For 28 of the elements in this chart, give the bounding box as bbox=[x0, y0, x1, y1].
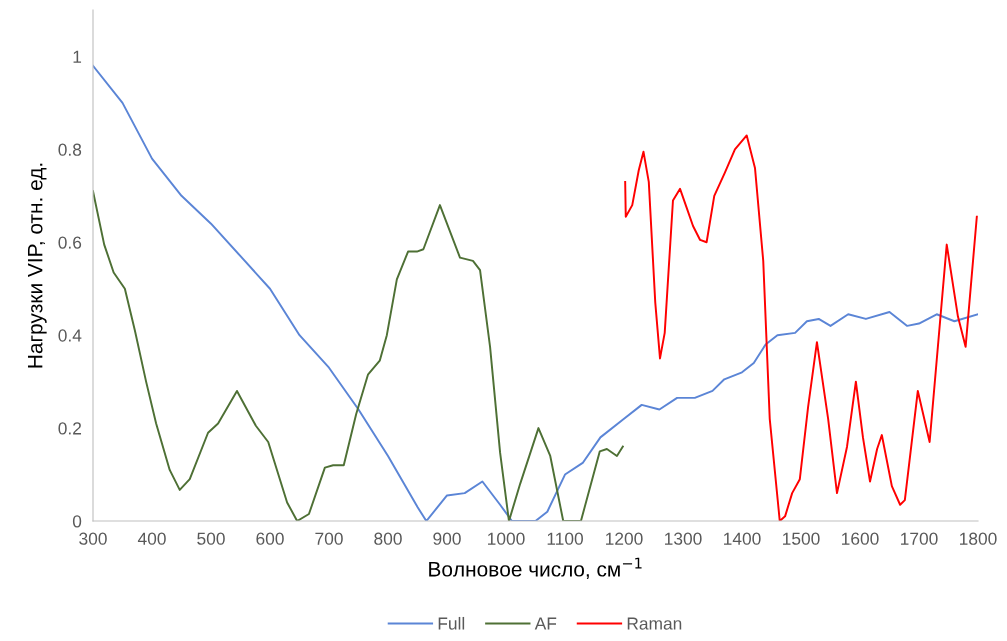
legend-label: Raman bbox=[627, 617, 682, 630]
legend-label: AF bbox=[534, 617, 557, 630]
x-tick-label: 1700 bbox=[901, 532, 938, 545]
x-tick-label: 300 bbox=[79, 532, 107, 545]
x-tick-label: 700 bbox=[315, 532, 343, 545]
y-tick-label: 0.8 bbox=[58, 143, 82, 156]
x-tick-label: 1100 bbox=[547, 532, 583, 545]
x-tick-label: 900 bbox=[433, 532, 461, 545]
x-tick-label: 1400 bbox=[724, 532, 761, 545]
y-tick-label: 0.4 bbox=[58, 329, 82, 342]
x-axis-title: Волновое число, см$^{−1}$ bbox=[429, 557, 642, 580]
x-tick-label: 1200 bbox=[606, 532, 643, 545]
y-tick-label: 0.6 bbox=[58, 236, 82, 249]
y-tick-label: 1 bbox=[73, 50, 82, 63]
y-tick-label: 0.2 bbox=[58, 422, 82, 435]
x-tick-label: 800 bbox=[374, 532, 402, 545]
x-tick-label: 1300 bbox=[665, 532, 702, 545]
x-tick-label: 400 bbox=[137, 532, 166, 545]
x-tick-label: 500 bbox=[197, 532, 225, 545]
y-tick-label: 0 bbox=[72, 515, 82, 528]
legend-label: Full bbox=[438, 616, 465, 630]
y-axis-title: Нагрузки VIP, отн. ед. bbox=[27, 163, 47, 368]
x-tick-label: 1500 bbox=[783, 532, 820, 545]
x-tick-label: 1000 bbox=[488, 532, 525, 545]
line-series bbox=[624, 134, 978, 521]
x-tick-label: 600 bbox=[256, 532, 284, 545]
x-tick-label: 1600 bbox=[842, 532, 879, 545]
x-tick-label: 1800 bbox=[960, 532, 997, 545]
